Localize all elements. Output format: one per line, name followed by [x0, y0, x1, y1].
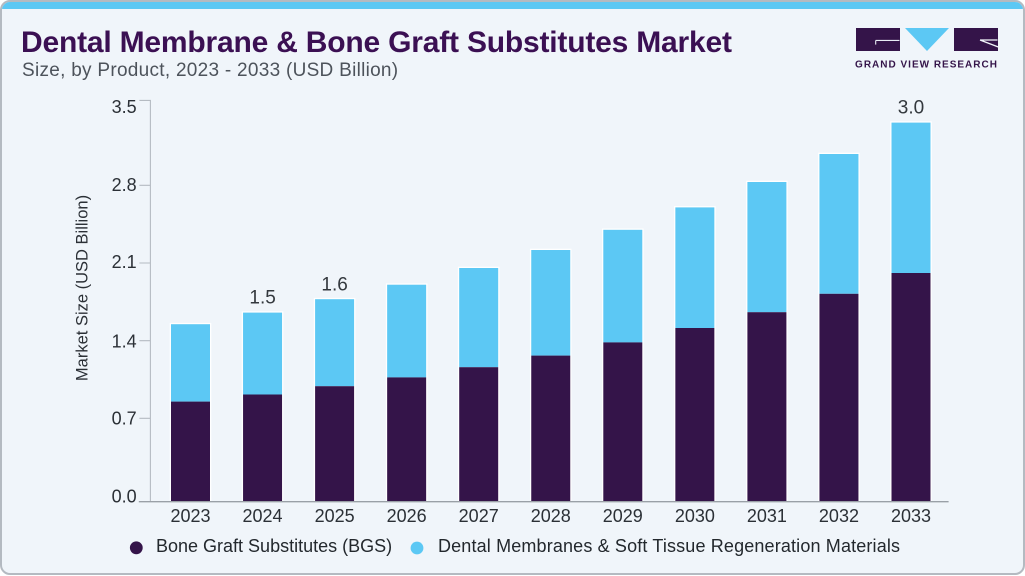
- svg-text:2024: 2024: [243, 506, 283, 526]
- svg-text:2023: 2023: [170, 506, 210, 526]
- svg-text:2.1: 2.1: [112, 252, 137, 272]
- svg-text:1.5: 1.5: [249, 287, 275, 308]
- svg-text:2032: 2032: [819, 506, 859, 526]
- svg-text:2026: 2026: [387, 506, 427, 526]
- svg-text:0.0: 0.0: [112, 486, 137, 506]
- svg-text:0.7: 0.7: [112, 409, 137, 429]
- svg-text:2030: 2030: [675, 506, 715, 526]
- svg-text:Dental Membranes & Soft Tissue: Dental Membranes & Soft Tissue Regenerat…: [438, 536, 900, 556]
- svg-text:1.6: 1.6: [321, 275, 347, 296]
- svg-text:3.5: 3.5: [112, 97, 137, 117]
- svg-text:2025: 2025: [315, 506, 355, 526]
- svg-text:3.0: 3.0: [898, 98, 924, 119]
- svg-text:1.4: 1.4: [112, 331, 137, 351]
- svg-text:2033: 2033: [891, 506, 931, 526]
- svg-text:2031: 2031: [747, 506, 787, 526]
- svg-text:2028: 2028: [531, 506, 571, 526]
- svg-text:Market Size (USD Billion): Market Size (USD Billion): [74, 195, 92, 381]
- svg-text:GRAND VIEW RESEARCH: GRAND VIEW RESEARCH: [855, 60, 998, 71]
- svg-text:2.8: 2.8: [112, 175, 137, 195]
- svg-text:2029: 2029: [603, 506, 643, 526]
- svg-text:2027: 2027: [459, 506, 499, 526]
- svg-text:Bone Graft Substitutes (BGS): Bone Graft Substitutes (BGS): [156, 536, 392, 556]
